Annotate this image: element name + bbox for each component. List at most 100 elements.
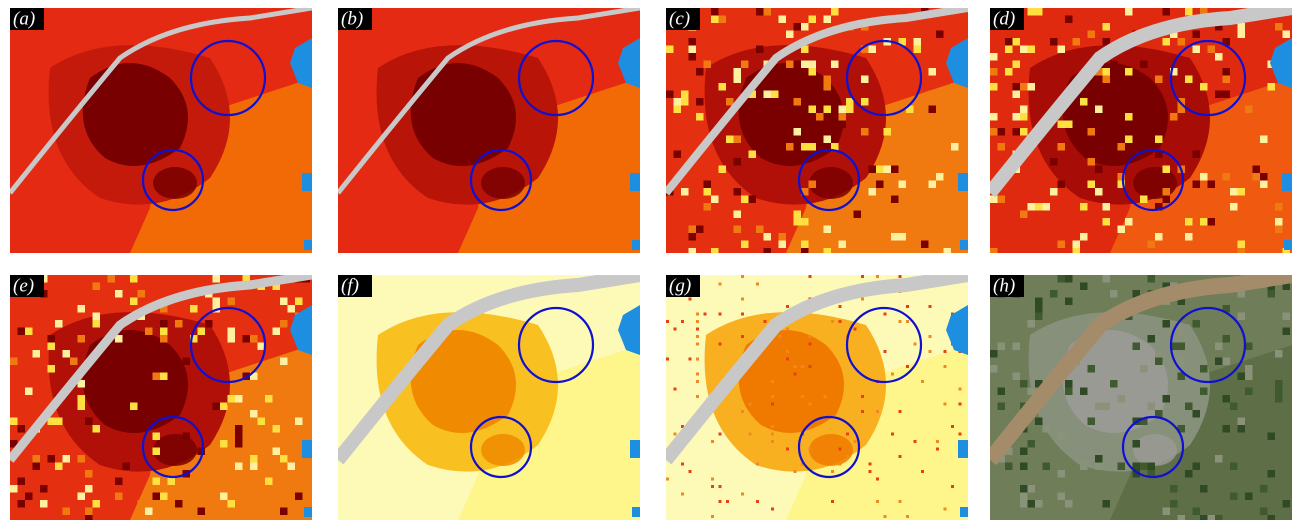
- pixel: [990, 128, 998, 136]
- pixel: [749, 128, 757, 136]
- pixel: [1200, 83, 1208, 91]
- pixel: [696, 343, 699, 346]
- pixel: [1013, 61, 1021, 69]
- pixel: [1193, 463, 1201, 471]
- pixel: [998, 143, 1006, 151]
- panel-label: (d): [993, 8, 1015, 29]
- pixel: [794, 128, 802, 136]
- pixel: [1058, 241, 1066, 249]
- pixel: [921, 241, 929, 249]
- map-panel: [10, 275, 312, 520]
- panel-label: (a): [13, 8, 35, 29]
- pixel: [921, 380, 924, 383]
- pixel: [884, 515, 887, 518]
- pixel: [704, 203, 712, 211]
- pixel: [265, 478, 273, 486]
- pixel: [741, 493, 744, 496]
- pixel: [749, 196, 757, 204]
- pixel: [1208, 46, 1216, 54]
- pixel: [48, 455, 56, 463]
- pixel: [1020, 83, 1028, 91]
- pixel: [85, 485, 93, 493]
- pixel: [115, 478, 123, 486]
- pixel: [1140, 196, 1148, 204]
- pixel: [1005, 68, 1013, 76]
- pixel: [794, 470, 797, 473]
- pixel: [1238, 425, 1246, 433]
- pixel: [175, 320, 183, 328]
- pixel: [666, 91, 674, 99]
- pixel: [1088, 31, 1096, 39]
- pixel: [250, 335, 258, 343]
- pixel: [10, 485, 18, 493]
- pixel: [749, 151, 757, 159]
- pixel: [153, 515, 161, 520]
- pixel: [1223, 335, 1231, 343]
- pixel: [771, 440, 774, 443]
- pixel: [1275, 218, 1283, 226]
- pixel: [1103, 203, 1111, 211]
- pixel: [839, 463, 842, 466]
- pixel: [1020, 211, 1028, 219]
- pixel: [1035, 418, 1043, 426]
- pixel: [48, 343, 56, 351]
- pixel: [1148, 275, 1156, 283]
- pixel: [205, 320, 213, 328]
- pixel: [1095, 166, 1103, 174]
- pixel: [756, 226, 764, 234]
- pixel: [130, 403, 138, 411]
- pixel: [1178, 358, 1186, 366]
- pixel: [719, 500, 722, 503]
- pixel: [1095, 106, 1103, 114]
- pixel: [1208, 218, 1216, 226]
- pixel: [839, 121, 847, 129]
- pixel: [929, 305, 932, 308]
- pixel: [1163, 508, 1171, 516]
- pixel: [809, 68, 817, 76]
- pixel: [1020, 485, 1028, 493]
- pixel: [809, 365, 812, 368]
- pixel: [944, 508, 947, 511]
- pixel: [990, 83, 998, 91]
- pixel: [1065, 121, 1073, 129]
- pixel: [63, 455, 71, 463]
- pixel: [1163, 38, 1171, 46]
- pixel: [1283, 313, 1291, 321]
- pixel: [18, 425, 26, 433]
- pixel: [1065, 500, 1073, 508]
- pixel: [929, 350, 932, 353]
- pixel: [809, 143, 817, 151]
- pixel: [681, 98, 689, 106]
- pixel: [711, 478, 714, 481]
- pixel: [1275, 203, 1283, 211]
- pixel: [944, 350, 947, 353]
- pixel: [734, 76, 742, 84]
- pixel: [1238, 23, 1246, 31]
- pixel: [861, 410, 864, 413]
- pixel: [220, 403, 228, 411]
- pixel: [899, 275, 902, 278]
- pixel: [1065, 388, 1073, 396]
- pixel: [273, 425, 281, 433]
- pixel: [906, 305, 909, 308]
- pixel: [235, 440, 243, 448]
- pixel: [1148, 241, 1156, 249]
- pixel: [1200, 365, 1208, 373]
- pixel: [1118, 226, 1126, 234]
- pixel: [929, 181, 937, 189]
- pixel: [809, 16, 817, 24]
- pixel: [719, 313, 722, 316]
- pixel: [891, 166, 899, 174]
- pixel: [951, 485, 954, 488]
- pixel: [1245, 106, 1253, 114]
- pixel: [674, 433, 677, 436]
- pixel: [1103, 218, 1111, 226]
- pixel: [250, 455, 258, 463]
- pixel: [1275, 226, 1283, 234]
- pixel: [711, 196, 719, 204]
- pixel: [674, 106, 682, 114]
- pixel: [160, 373, 168, 381]
- pixel: [153, 373, 161, 381]
- pixel: [1103, 403, 1111, 411]
- pixel: [711, 248, 719, 256]
